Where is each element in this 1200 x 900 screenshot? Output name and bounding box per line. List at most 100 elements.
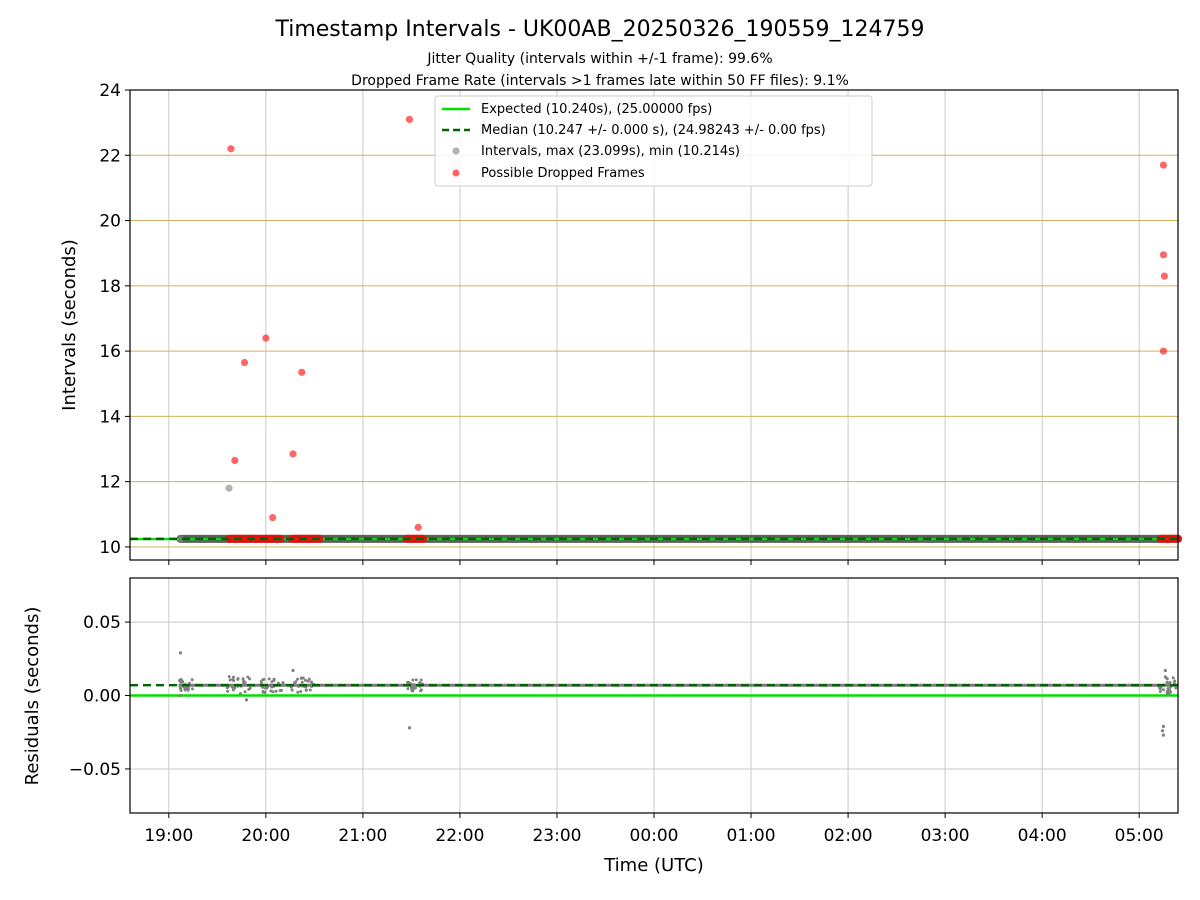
residual-point: [242, 680, 246, 684]
residual-point: [180, 679, 184, 683]
top-data: [130, 115, 1182, 543]
residual-point: [294, 680, 298, 684]
residual-point: [1171, 676, 1175, 680]
residual-point: [407, 681, 411, 685]
top-y-ticks: 10 12 14 16 18 20 22 24: [99, 81, 130, 558]
residual-point: [178, 678, 182, 682]
top-y-tick-label: 12: [99, 473, 121, 493]
residual-point: [278, 689, 282, 693]
residual-point: [269, 689, 273, 693]
top-y-tick-label: 18: [99, 277, 121, 297]
residual-point: [1174, 686, 1178, 690]
top-y-tick-label: 20: [99, 212, 121, 232]
top-y-tick-label: 16: [99, 342, 121, 362]
residual-point: [243, 690, 247, 694]
legend-expected-label: Expected (10.240s), (25.00000 fps): [481, 102, 712, 117]
residual-point: [241, 677, 245, 681]
residual-point: [270, 680, 274, 684]
residual-point: [1168, 680, 1172, 684]
residual-point: [226, 689, 230, 693]
residual-point: [406, 687, 410, 691]
residual-outlier-point: [244, 698, 249, 702]
residual-point: [1165, 680, 1169, 684]
legend-box: [434, 95, 873, 187]
residual-point: [225, 686, 229, 690]
residual-point: [1161, 688, 1165, 692]
residual-point: [1165, 692, 1169, 696]
chart-subtitle-jitter: Jitter Quality (intervals within +/-1 fr…: [426, 51, 772, 67]
residual-point: [178, 686, 182, 690]
residual-point: [231, 677, 235, 681]
residual-outlier-point: [1161, 724, 1166, 728]
dropped-frame-point: [227, 145, 235, 153]
interval-point: [176, 535, 185, 543]
residual-point: [267, 677, 271, 681]
legend-dropped-swatch: [452, 169, 460, 177]
residual-point: [310, 680, 314, 684]
legend-intervals-swatch: [452, 147, 460, 155]
chart-title: Timestamp Intervals - UK00AB_20250326_19…: [274, 17, 924, 42]
top-panel: 10 12 14 16 18 20 22 24 Intervals (seconds) Exp…: [59, 81, 1182, 565]
residual-point: [290, 688, 294, 692]
dropped-frame-point: [405, 115, 414, 123]
x-tick-label: 20:00: [241, 826, 290, 846]
residual-point: [190, 678, 194, 682]
dropped-frame-point: [298, 368, 306, 376]
bottom-y-tick-label: −0.05: [69, 760, 121, 780]
dropped-frame-point: [262, 334, 270, 342]
residual-point: [233, 686, 237, 690]
residual-point: [248, 677, 252, 681]
residual-outlier-point: [1161, 733, 1166, 737]
dropped-frame-point: [289, 450, 297, 458]
residual-point: [305, 688, 309, 692]
residual-point: [247, 687, 251, 691]
dropped-frame-point: [240, 358, 249, 367]
bottom-y-tick-label: 0.05: [83, 613, 121, 633]
dropped-frame-point: [1160, 272, 1169, 280]
x-axis-label: Time (UTC): [603, 855, 704, 876]
x-tick-label: 22:00: [435, 826, 484, 846]
residual-outlier-point: [1163, 668, 1167, 673]
residual-point: [1165, 677, 1169, 681]
dropped-frame-point: [1159, 161, 1168, 169]
x-tick-label: 19:00: [144, 826, 193, 846]
residual-point: [190, 687, 194, 691]
residual-point: [231, 688, 235, 692]
top-y-axis-label: Intervals (seconds): [59, 239, 80, 411]
dropped-frame-point: [1159, 347, 1168, 355]
chart-subtitle-dropped: Dropped Frame Rate (intervals >1 frames …: [351, 73, 849, 89]
residual-point: [1167, 683, 1171, 687]
residual-point: [412, 683, 416, 687]
residual-point: [296, 690, 300, 694]
bottom-y-tick-label: 0.00: [83, 687, 121, 707]
residual-outlier-point: [1160, 729, 1165, 733]
residual-point: [228, 678, 232, 682]
x-tick-label: 03:00: [921, 826, 970, 846]
residual-point: [272, 677, 276, 681]
residual-point: [1163, 675, 1167, 679]
legend: Expected (10.240s), (25.00000 fps) Media…: [434, 95, 873, 187]
bottom-data: [130, 651, 1178, 737]
dropped-frame-point: [414, 523, 422, 531]
x-tick-label: 01:00: [727, 826, 776, 846]
bottom-panel: 0.05 0.00 −0.05 19:00 20:00 21:00 22:00 23:00 0…: [22, 577, 1179, 846]
residual-point: [1168, 685, 1172, 689]
x-tick-label: 02:00: [824, 826, 873, 846]
residual-point: [1172, 681, 1176, 685]
residual-outlier-point: [291, 668, 295, 673]
residual-point: [1158, 687, 1162, 691]
top-y-tick-label: 14: [99, 407, 121, 427]
legend-median-label: Median (10.247 +/- 0.000 s), (24.98243 +…: [481, 123, 826, 138]
residual-point: [238, 692, 242, 696]
residual-point: [299, 676, 303, 680]
residual-point: [306, 679, 310, 683]
bottom-y-ticks: 0.05 0.00 −0.05: [69, 613, 130, 780]
residual-point: [236, 677, 240, 681]
top-y-tick-label: 24: [99, 81, 121, 101]
top-y-tick-label: 22: [99, 146, 121, 166]
dropped-frame-point: [231, 456, 239, 465]
residual-point: [1169, 690, 1173, 694]
residual-point: [261, 690, 265, 694]
residual-point: [274, 689, 278, 693]
